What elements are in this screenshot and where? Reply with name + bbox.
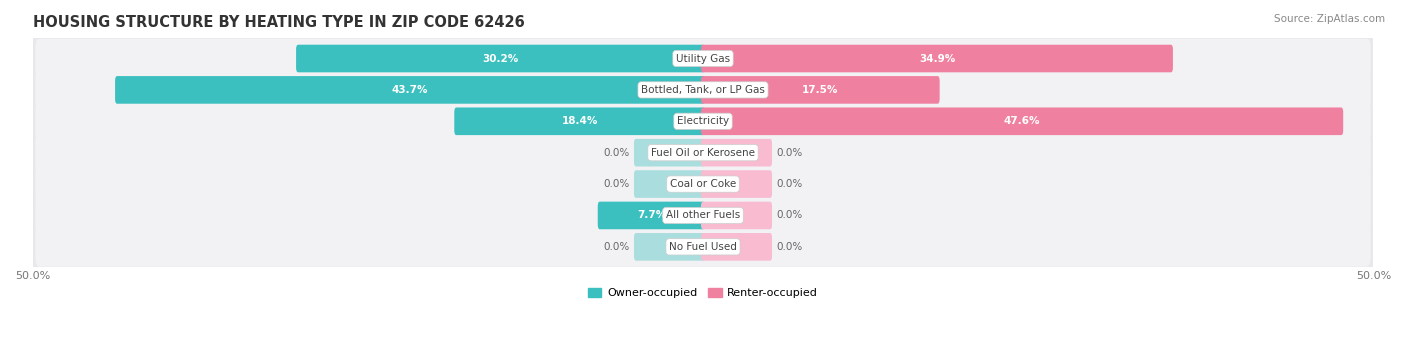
Text: All other Fuels: All other Fuels xyxy=(666,210,740,220)
FancyBboxPatch shape xyxy=(702,202,772,229)
FancyBboxPatch shape xyxy=(702,170,772,198)
FancyBboxPatch shape xyxy=(35,39,1371,78)
Text: HOUSING STRUCTURE BY HEATING TYPE IN ZIP CODE 62426: HOUSING STRUCTURE BY HEATING TYPE IN ZIP… xyxy=(32,15,524,30)
FancyBboxPatch shape xyxy=(702,233,772,261)
FancyBboxPatch shape xyxy=(35,70,1371,110)
FancyBboxPatch shape xyxy=(702,76,939,104)
FancyBboxPatch shape xyxy=(454,107,704,135)
Text: Fuel Oil or Kerosene: Fuel Oil or Kerosene xyxy=(651,148,755,158)
FancyBboxPatch shape xyxy=(31,97,1375,146)
FancyBboxPatch shape xyxy=(634,233,704,261)
Text: No Fuel Used: No Fuel Used xyxy=(669,242,737,252)
Text: 0.0%: 0.0% xyxy=(776,179,803,189)
FancyBboxPatch shape xyxy=(634,170,704,198)
Text: 0.0%: 0.0% xyxy=(776,210,803,220)
FancyBboxPatch shape xyxy=(35,102,1371,141)
FancyBboxPatch shape xyxy=(35,227,1371,267)
FancyBboxPatch shape xyxy=(297,45,704,72)
Text: Electricity: Electricity xyxy=(676,116,730,126)
FancyBboxPatch shape xyxy=(31,66,1375,114)
Text: 0.0%: 0.0% xyxy=(776,148,803,158)
Text: 30.2%: 30.2% xyxy=(482,54,519,63)
Text: 34.9%: 34.9% xyxy=(920,54,955,63)
Legend: Owner-occupied, Renter-occupied: Owner-occupied, Renter-occupied xyxy=(583,284,823,303)
FancyBboxPatch shape xyxy=(35,196,1371,235)
Text: 47.6%: 47.6% xyxy=(1004,116,1040,126)
FancyBboxPatch shape xyxy=(702,107,1343,135)
Text: 7.7%: 7.7% xyxy=(637,210,666,220)
FancyBboxPatch shape xyxy=(35,164,1371,204)
Text: 43.7%: 43.7% xyxy=(392,85,429,95)
FancyBboxPatch shape xyxy=(31,223,1375,271)
FancyBboxPatch shape xyxy=(31,129,1375,177)
FancyBboxPatch shape xyxy=(702,139,772,166)
Text: 0.0%: 0.0% xyxy=(603,179,630,189)
FancyBboxPatch shape xyxy=(598,202,704,229)
FancyBboxPatch shape xyxy=(115,76,704,104)
Text: Bottled, Tank, or LP Gas: Bottled, Tank, or LP Gas xyxy=(641,85,765,95)
Text: Coal or Coke: Coal or Coke xyxy=(669,179,737,189)
Text: 0.0%: 0.0% xyxy=(603,242,630,252)
FancyBboxPatch shape xyxy=(31,34,1375,83)
Text: 0.0%: 0.0% xyxy=(776,242,803,252)
FancyBboxPatch shape xyxy=(35,133,1371,173)
FancyBboxPatch shape xyxy=(634,139,704,166)
Text: 18.4%: 18.4% xyxy=(561,116,598,126)
Text: 17.5%: 17.5% xyxy=(803,85,838,95)
Text: Source: ZipAtlas.com: Source: ZipAtlas.com xyxy=(1274,14,1385,24)
Text: Utility Gas: Utility Gas xyxy=(676,54,730,63)
FancyBboxPatch shape xyxy=(31,191,1375,240)
Text: 0.0%: 0.0% xyxy=(603,148,630,158)
FancyBboxPatch shape xyxy=(31,160,1375,208)
FancyBboxPatch shape xyxy=(702,45,1173,72)
